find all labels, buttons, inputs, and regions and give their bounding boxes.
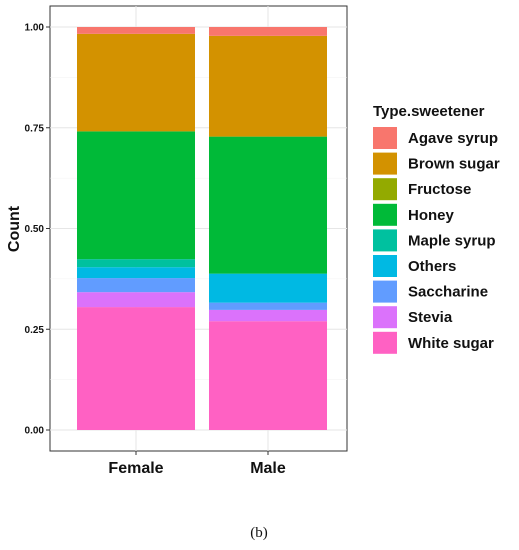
legend-label: White sugar — [408, 335, 494, 352]
y-axis: 0.00 0.25 0.50 0.75 1.00 — [25, 23, 50, 437]
legend-swatch-brown-sugar — [373, 152, 397, 175]
bar-segment-female-stevia — [77, 292, 195, 308]
bar-segment-male-saccharine — [209, 302, 327, 310]
y-tick-label: 0.00 — [25, 426, 45, 437]
legend-label: Fructose — [408, 181, 471, 198]
legend-swatch-saccharine — [373, 280, 397, 303]
y-tick-label: 0.75 — [25, 123, 45, 134]
legend-label: Stevia — [408, 309, 453, 326]
y-tick-label: 1.00 — [25, 23, 45, 34]
bars — [77, 27, 327, 430]
bar-segment-male-others — [209, 273, 327, 303]
y-tick-label: 0.50 — [25, 224, 45, 235]
legend-label: Honey — [408, 207, 455, 224]
bar-segment-female-agave-syrup — [77, 27, 195, 34]
legend-label: Brown sugar — [408, 156, 500, 173]
x-category-label: Female — [108, 460, 163, 477]
bar-segment-male-agave-syrup — [209, 27, 327, 36]
legend-swatch-agave-syrup — [373, 127, 397, 149]
y-tick-label: 0.25 — [25, 325, 45, 336]
legend-label: Maple syrup — [408, 232, 496, 249]
legend-title: Type.sweetener — [373, 103, 485, 120]
legend: Agave syrup Brown sugar Fructose Honey Maple… — [373, 127, 500, 354]
legend-label: Agave syrup — [408, 130, 498, 147]
bar-segment-female-saccharine — [77, 278, 195, 293]
bar-segment-male-brown-sugar — [209, 35, 327, 137]
legend-swatch-white-sugar — [373, 331, 397, 354]
bar-segment-female-white-sugar — [77, 307, 195, 430]
x-axis: Female Male — [108, 451, 286, 477]
bar-segment-male-white-sugar — [209, 321, 327, 430]
figure-caption: (b) — [250, 525, 268, 541]
bar-segment-male-stevia — [209, 309, 327, 322]
bar-segment-female-maple-syrup — [77, 259, 195, 268]
bar-segment-male-honey — [209, 136, 327, 274]
legend-swatch-maple-syrup — [373, 229, 397, 252]
legend-label: Saccharine — [408, 284, 488, 301]
y-axis-title: Count — [6, 205, 23, 252]
legend-swatch-fructose — [373, 178, 397, 201]
x-category-label: Male — [250, 460, 286, 477]
bar-segment-female-others — [77, 267, 195, 279]
legend-swatch-honey — [373, 203, 397, 226]
bar-segment-female-brown-sugar — [77, 33, 195, 132]
legend-swatch-stevia — [373, 306, 397, 329]
legend-label: Others — [408, 258, 456, 275]
bar-segment-female-honey — [77, 131, 195, 260]
legend-swatch-others — [373, 255, 397, 277]
